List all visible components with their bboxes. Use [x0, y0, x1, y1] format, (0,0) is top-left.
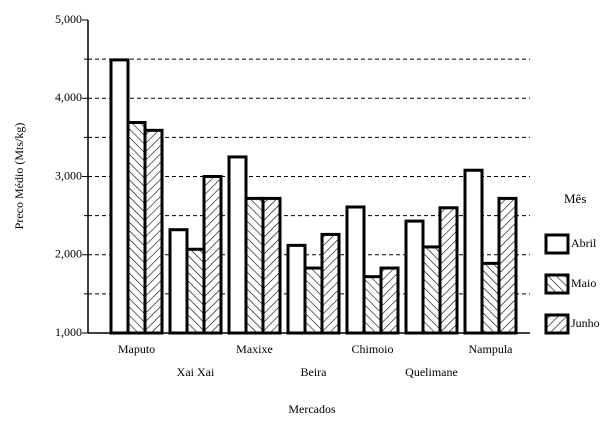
- x-tick-label: Xai Xai: [177, 365, 215, 379]
- bar: [463, 168, 484, 335]
- legend-swatch: [544, 233, 570, 255]
- bar: [379, 266, 400, 335]
- y-tick-label: 4,000: [55, 90, 82, 104]
- x-tick-label: Maxixe: [236, 342, 273, 356]
- bar: [362, 275, 383, 335]
- bar: [202, 175, 223, 335]
- bar: [168, 228, 189, 335]
- legend-label: Junho: [571, 316, 600, 330]
- x-tick-label: Nampula: [469, 342, 514, 356]
- bar: [109, 58, 130, 335]
- legend-swatch: [544, 273, 570, 295]
- bar: [126, 121, 147, 335]
- bar: [244, 196, 265, 335]
- x-tick-label: Quelimane: [405, 365, 458, 379]
- bar: [303, 266, 324, 335]
- y-tick-label: 2,000: [55, 247, 82, 261]
- x-tick-label: Chimoio: [351, 342, 393, 356]
- bar: [286, 243, 307, 335]
- bar: [345, 205, 366, 335]
- x-tick-label: Maputo: [118, 342, 155, 356]
- y-tick-label: 5,000: [55, 12, 82, 26]
- bar: [143, 128, 164, 335]
- bar: [404, 219, 425, 335]
- x-tick-label: Beira: [301, 365, 328, 379]
- y-tick-label: 1,000: [55, 325, 82, 339]
- legend-label: Maio: [571, 276, 596, 290]
- bar: [497, 196, 518, 335]
- bar: [320, 232, 341, 335]
- legend-title: Mês: [564, 191, 586, 206]
- y-axis-label: Preco Médio (Mts/kg): [12, 123, 26, 230]
- legend-label: Abril: [571, 236, 597, 250]
- bar: [227, 155, 248, 335]
- bar: [438, 206, 459, 335]
- bar: [261, 196, 282, 335]
- x-axis-label: Mercados: [288, 402, 336, 416]
- y-tick-label: 3,000: [55, 168, 82, 182]
- bar: [421, 245, 442, 335]
- bar: [185, 247, 206, 335]
- legend-swatch: [544, 313, 570, 335]
- bar: [480, 261, 501, 335]
